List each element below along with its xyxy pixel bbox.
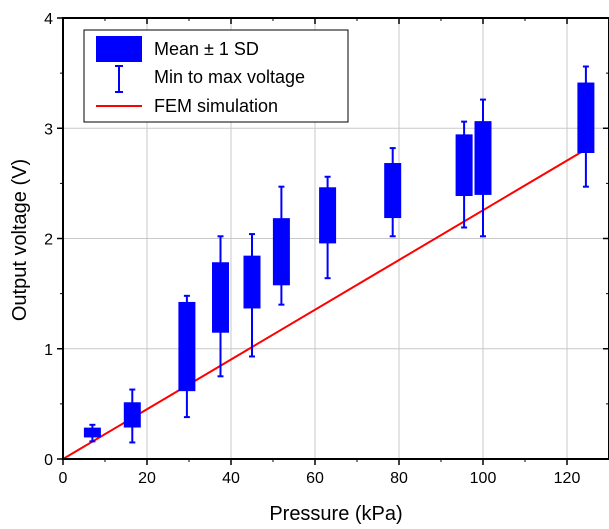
sd-box — [178, 301, 196, 392]
y-tick-label: 1 — [44, 342, 53, 359]
y-tick-label: 2 — [44, 232, 53, 249]
x-tick-label: 0 — [59, 470, 68, 487]
box-group — [123, 388, 141, 444]
sd-box — [272, 218, 290, 286]
box-group — [212, 235, 229, 378]
y-tick-label: 0 — [44, 452, 53, 469]
box-group — [243, 233, 261, 358]
legend-whisker-label: Min to max voltage — [154, 67, 305, 87]
box-group — [319, 175, 337, 280]
legend-line-label: FEM simulation — [154, 96, 278, 116]
legend-box-swatch — [96, 36, 142, 62]
sd-box — [123, 402, 141, 428]
legend-whisker-swatch — [115, 65, 123, 93]
box-group — [474, 98, 492, 238]
sd-box — [212, 262, 229, 333]
sd-box — [243, 255, 261, 309]
box-group — [83, 423, 101, 443]
box-group — [384, 147, 402, 238]
sd-box — [384, 163, 402, 219]
tick-labels: 0 20 40 60 80 100 120 0 1 2 3 4 — [44, 11, 580, 487]
y-axis-title: Output voltage (V) — [9, 159, 31, 321]
y-tick-label: 3 — [44, 121, 53, 138]
sd-box — [455, 134, 473, 197]
sd-box — [319, 187, 337, 244]
x-tick-label: 100 — [470, 470, 497, 487]
sd-box — [577, 82, 595, 154]
box-group — [178, 294, 196, 419]
fem-simulation-line-layer — [62, 147, 589, 460]
legend: Mean ± 1 SD Min to max voltage FEM simul… — [83, 29, 349, 123]
box-layer — [83, 65, 595, 444]
legend-box-label: Mean ± 1 SD — [154, 39, 259, 59]
x-tick-label: 40 — [222, 470, 240, 487]
x-tick-label: 20 — [138, 470, 156, 487]
box-group — [455, 120, 473, 229]
y-tick-label: 4 — [44, 11, 53, 28]
x-tick-label: 120 — [554, 470, 581, 487]
sd-box — [83, 427, 101, 438]
fem-simulation-line — [62, 147, 589, 460]
x-tick-label: 60 — [306, 470, 324, 487]
sd-box — [474, 121, 492, 195]
x-tick-label: 80 — [390, 470, 408, 487]
box-group — [272, 185, 290, 306]
box-group — [577, 65, 595, 188]
x-axis-title: Pressure (kPa) — [269, 503, 402, 525]
